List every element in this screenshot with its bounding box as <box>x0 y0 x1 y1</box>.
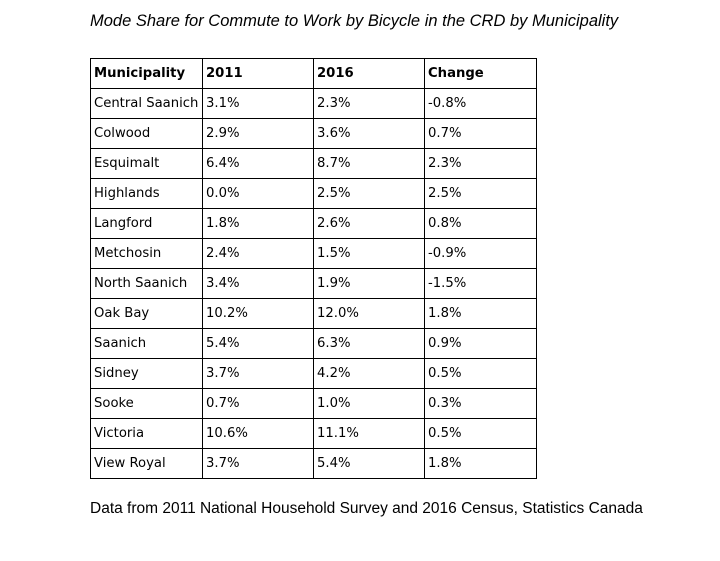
value-2016-cell: 6.3% <box>313 328 425 359</box>
value-2016-cell: 5.4% <box>313 448 425 479</box>
change-cell: 1.8% <box>424 448 537 479</box>
value-2016-cell: 1.5% <box>313 238 425 269</box>
value-2011-cell: 3.4% <box>202 268 314 299</box>
table-row: Colwood 2.9% 3.6% 0.7% <box>90 118 537 149</box>
value-2011-cell: 0.0% <box>202 178 314 209</box>
value-2016-cell: 11.1% <box>313 418 425 449</box>
value-2011-cell: 3.7% <box>202 358 314 389</box>
municipality-cell: Langford <box>90 208 203 239</box>
table-row: Sooke 0.7% 1.0% 0.3% <box>90 388 537 419</box>
change-cell: 0.8% <box>424 208 537 239</box>
table-row: Esquimalt 6.4% 8.7% 2.3% <box>90 148 537 179</box>
table-row: Central Saanich 3.1% 2.3% -0.8% <box>90 88 537 119</box>
mode-share-table: Municipality 2011 2016 Change Central Sa… <box>90 58 537 479</box>
table-body: Central Saanich 3.1% 2.3% -0.8% Colwood 2.9% 3… <box>90 88 537 479</box>
municipality-cell: Highlands <box>90 178 203 209</box>
value-2016-cell: 2.3% <box>313 88 425 119</box>
table-row: Saanich 5.4% 6.3% 0.9% <box>90 328 537 359</box>
column-header-2011: 2011 <box>202 58 314 89</box>
change-cell: 2.5% <box>424 178 537 209</box>
change-cell: -1.5% <box>424 268 537 299</box>
value-2016-cell: 1.0% <box>313 388 425 419</box>
value-2016-cell: 12.0% <box>313 298 425 329</box>
municipality-cell: North Saanich <box>90 268 203 299</box>
value-2011-cell: 6.4% <box>202 148 314 179</box>
change-cell: 0.7% <box>424 118 537 149</box>
municipality-cell: Sidney <box>90 358 203 389</box>
municipality-cell: Colwood <box>90 118 203 149</box>
change-cell: -0.9% <box>424 238 537 269</box>
change-cell: 1.8% <box>424 298 537 329</box>
table-row: Metchosin 2.4% 1.5% -0.9% <box>90 238 537 269</box>
municipality-cell: Sooke <box>90 388 203 419</box>
municipality-cell: Saanich <box>90 328 203 359</box>
municipality-cell: Victoria <box>90 418 203 449</box>
value-2011-cell: 10.2% <box>202 298 314 329</box>
change-cell: 2.3% <box>424 148 537 179</box>
municipality-cell: Central Saanich <box>90 88 203 119</box>
value-2011-cell: 3.1% <box>202 88 314 119</box>
source-note: Data from 2011 National Household Survey… <box>90 500 643 517</box>
table-row: Sidney 3.7% 4.2% 0.5% <box>90 358 537 389</box>
table-row: View Royal 3.7% 5.4% 1.8% <box>90 448 537 479</box>
value-2011-cell: 0.7% <box>202 388 314 419</box>
page-title: Mode Share for Commute to Work by Bicycl… <box>90 12 619 30</box>
municipality-cell: Oak Bay <box>90 298 203 329</box>
value-2016-cell: 4.2% <box>313 358 425 389</box>
table-header-row: Municipality 2011 2016 Change <box>90 58 537 89</box>
municipality-cell: Esquimalt <box>90 148 203 179</box>
value-2011-cell: 3.7% <box>202 448 314 479</box>
table-row: Victoria 10.6% 11.1% 0.5% <box>90 418 537 449</box>
value-2011-cell: 1.8% <box>202 208 314 239</box>
column-header-municipality: Municipality <box>90 58 203 89</box>
value-2011-cell: 5.4% <box>202 328 314 359</box>
change-cell: 0.5% <box>424 358 537 389</box>
value-2011-cell: 10.6% <box>202 418 314 449</box>
municipality-cell: Metchosin <box>90 238 203 269</box>
change-cell: 0.3% <box>424 388 537 419</box>
value-2016-cell: 8.7% <box>313 148 425 179</box>
value-2016-cell: 2.6% <box>313 208 425 239</box>
table-row: North Saanich 3.4% 1.9% -1.5% <box>90 268 537 299</box>
column-header-2016: 2016 <box>313 58 425 89</box>
value-2016-cell: 3.6% <box>313 118 425 149</box>
value-2016-cell: 2.5% <box>313 178 425 209</box>
table-row: Langford 1.8% 2.6% 0.8% <box>90 208 537 239</box>
column-header-change: Change <box>424 58 537 89</box>
table-row: Highlands 0.0% 2.5% 2.5% <box>90 178 537 209</box>
change-cell: 0.9% <box>424 328 537 359</box>
value-2011-cell: 2.4% <box>202 238 314 269</box>
value-2016-cell: 1.9% <box>313 268 425 299</box>
table-row: Oak Bay 10.2% 12.0% 1.8% <box>90 298 537 329</box>
change-cell: 0.5% <box>424 418 537 449</box>
municipality-cell: View Royal <box>90 448 203 479</box>
value-2011-cell: 2.9% <box>202 118 314 149</box>
change-cell: -0.8% <box>424 88 537 119</box>
